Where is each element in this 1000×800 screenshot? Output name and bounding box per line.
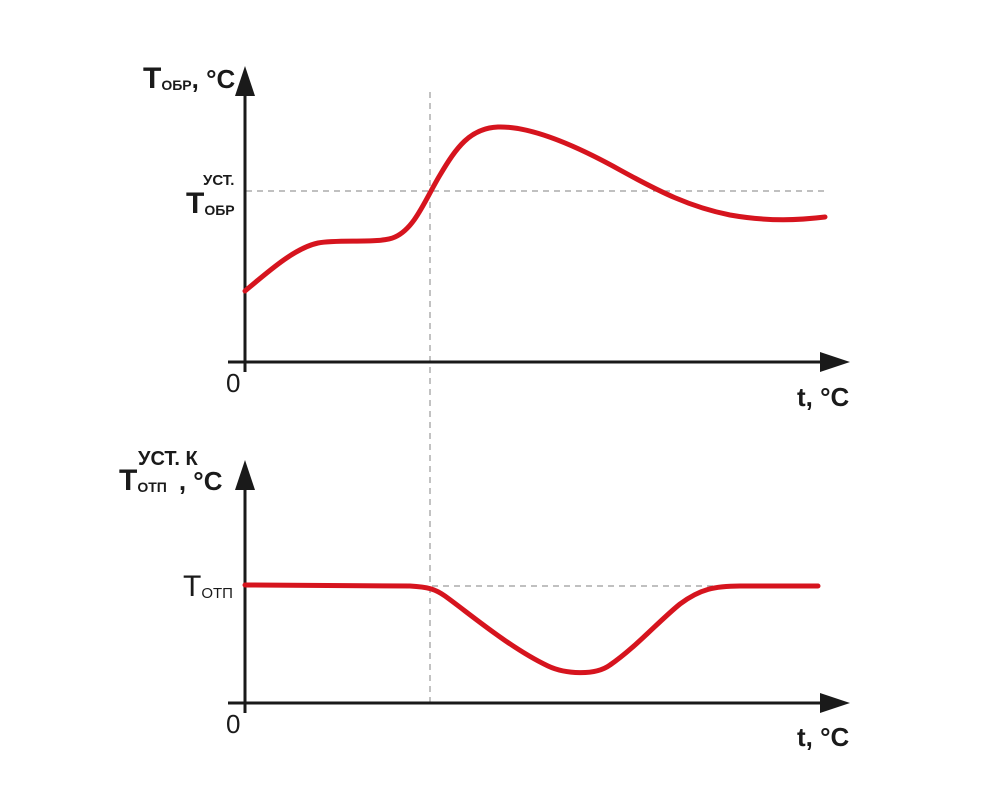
setpoint-label: TОБР [186,187,235,220]
top-y-axis-label: TОБР, °C [143,62,235,95]
top-x-axis-arrow [820,352,850,372]
bottom-plot: УСТ. К TОТП, °C TОТП 0 t, °C [119,448,850,752]
top-origin-label: 0 [226,368,240,398]
bottom-origin-label: 0 [226,709,240,739]
bottom-y-axis-arrow [235,460,255,490]
setpoint-label-sup: УСТ. [203,172,234,189]
return-temperature-curve [242,124,828,294]
bottom-x-axis-label: t, °C [797,722,850,752]
bottom-y-axis-label-sup: УСТ. К [138,448,198,470]
level-label: TОТП [183,570,233,603]
top-x-axis-label: t, °C [797,382,850,412]
supply-temperature-curve [242,582,821,676]
top-plot: TОБР, °C УСТ. TОБР 0 t, °C [143,62,850,412]
top-y-axis-arrow [235,66,255,96]
bottom-y-axis-label: TОТП, °C [119,464,223,497]
bottom-x-axis-arrow [820,693,850,713]
